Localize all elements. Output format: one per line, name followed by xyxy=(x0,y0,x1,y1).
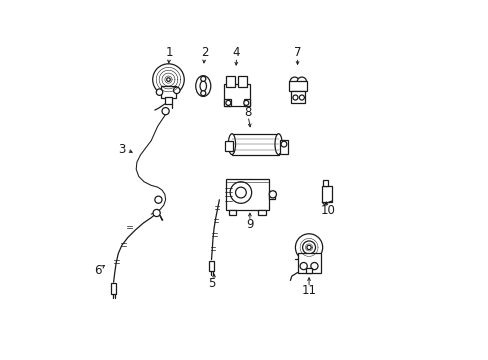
Text: 1: 1 xyxy=(165,46,173,59)
Bar xyxy=(280,140,287,154)
Text: 2: 2 xyxy=(201,46,208,59)
Circle shape xyxy=(244,100,248,105)
Ellipse shape xyxy=(235,187,246,198)
Circle shape xyxy=(289,77,299,86)
Text: 6: 6 xyxy=(94,264,101,277)
Bar xyxy=(231,134,278,154)
Bar xyxy=(289,81,306,91)
Bar xyxy=(268,191,274,199)
Bar xyxy=(161,86,175,98)
Text: 5: 5 xyxy=(207,277,215,290)
Bar xyxy=(290,91,305,103)
Bar xyxy=(225,76,234,87)
Ellipse shape xyxy=(276,135,281,153)
Text: 11: 11 xyxy=(301,284,316,297)
Circle shape xyxy=(269,191,276,198)
Circle shape xyxy=(292,95,297,100)
Ellipse shape xyxy=(200,81,206,91)
Text: 8: 8 xyxy=(244,106,251,119)
Bar xyxy=(164,97,172,104)
Circle shape xyxy=(225,100,230,105)
Circle shape xyxy=(152,64,184,95)
Circle shape xyxy=(281,141,286,147)
Bar xyxy=(111,283,116,294)
Ellipse shape xyxy=(195,76,210,96)
Bar xyxy=(224,140,232,150)
Text: 3: 3 xyxy=(118,143,125,156)
Ellipse shape xyxy=(229,135,234,153)
Ellipse shape xyxy=(230,182,251,203)
Bar xyxy=(223,99,230,106)
Bar xyxy=(223,84,249,106)
Circle shape xyxy=(297,77,306,86)
Text: 7: 7 xyxy=(293,46,301,59)
Bar xyxy=(323,180,327,186)
Bar xyxy=(305,268,311,273)
Bar xyxy=(258,210,265,215)
Circle shape xyxy=(310,262,317,270)
Circle shape xyxy=(299,95,304,100)
Circle shape xyxy=(155,196,162,203)
Bar xyxy=(209,261,214,271)
Bar xyxy=(297,253,320,273)
Bar xyxy=(322,186,332,202)
Bar xyxy=(226,179,268,210)
Ellipse shape xyxy=(228,134,235,154)
Text: 4: 4 xyxy=(232,46,240,59)
Circle shape xyxy=(302,241,315,254)
Bar xyxy=(244,99,249,106)
Circle shape xyxy=(153,210,160,217)
Circle shape xyxy=(201,91,205,96)
Circle shape xyxy=(162,108,169,115)
Circle shape xyxy=(201,76,205,81)
Circle shape xyxy=(300,262,306,270)
Circle shape xyxy=(156,89,163,95)
Circle shape xyxy=(306,245,310,249)
Circle shape xyxy=(295,234,322,261)
Bar xyxy=(228,210,236,215)
Circle shape xyxy=(173,87,180,94)
Text: 10: 10 xyxy=(320,204,334,217)
Circle shape xyxy=(166,78,170,81)
Bar xyxy=(238,76,247,87)
Text: 9: 9 xyxy=(245,218,253,231)
Ellipse shape xyxy=(274,134,282,154)
